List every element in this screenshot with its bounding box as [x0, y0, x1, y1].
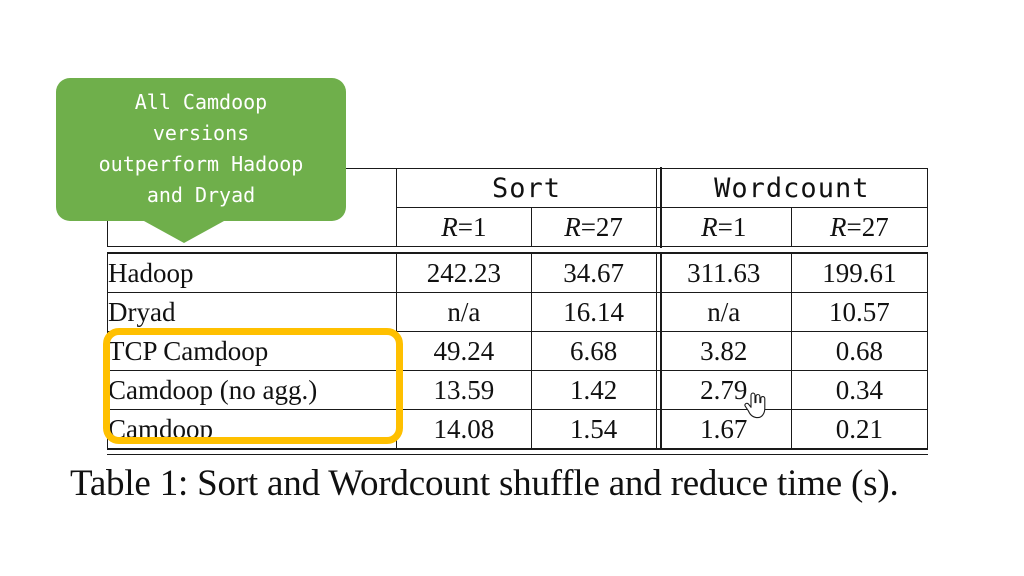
callout-text: All Camdoop versions outperform Hadoop a…: [98, 90, 304, 207]
cell-hadoop-sort-r27: 34.67: [530, 252, 663, 295]
cell-hadoop-sort-r1: 242.23: [396, 253, 532, 293]
results-table: Sort Wordcount R=1 R=27 R=1 R=27 Hadoop …: [106, 167, 929, 451]
subheader-symbol: R: [830, 211, 847, 242]
cell-camdoop-sort-r1: 14.08: [396, 409, 532, 449]
table-row: Hadoop 242.23 34.67 311.63 199.61: [106, 252, 929, 295]
subheader-wordcount-r27: R=27: [790, 207, 929, 247]
subheader-value: =27: [846, 211, 889, 242]
cell-dryad-wordcount-r27: 10.57: [790, 292, 929, 332]
subheader-value: =1: [457, 211, 487, 242]
table-body: Sort Wordcount R=1 R=27 R=1 R=27 Hadoop …: [106, 167, 929, 451]
cell-camdoop-no-agg-sort-r27: 1.42: [530, 369, 663, 412]
cell-hadoop-wordcount-r27: 199.61: [790, 253, 929, 293]
subheader-value: =27: [580, 211, 623, 242]
cell-camdoop-no-agg-wordcount-r1: 2.79: [655, 370, 792, 410]
cell-tcp-camdoop-wordcount-r1: 3.82: [655, 331, 792, 371]
cell-tcp-camdoop-sort-r1: 49.24: [396, 331, 532, 371]
cell-dryad-wordcount-r1: n/a: [655, 292, 792, 332]
table-bottom-rule-thick: [107, 448, 928, 450]
cell-camdoop-wordcount-r1: 1.67: [655, 409, 792, 449]
subheader-wordcount-r1: R=1: [655, 207, 792, 247]
table-caption: Table 1: Sort and Wordcount shuffle and …: [70, 463, 899, 504]
group-header-sort: Sort: [396, 167, 663, 210]
table-subheader-row: R=1 R=27 R=1 R=27: [108, 206, 929, 249]
subheader-sort-r1: R=1: [396, 207, 532, 247]
callout-bubble: All Camdoop versions outperform Hadoop a…: [56, 78, 346, 243]
subheader-value: =1: [717, 211, 747, 242]
cell-camdoop-no-agg-sort-r1: 13.59: [396, 370, 532, 410]
table-row: Camdoop 14.08 1.54 1.67 0.21: [106, 408, 929, 451]
subheader-sort-r27: R=27: [530, 206, 663, 249]
cell-camdoop-sort-r27: 1.54: [530, 408, 663, 451]
row-label-camdoop: Camdoop: [106, 409, 398, 449]
subheader-symbol: R: [441, 211, 458, 242]
cell-tcp-camdoop-sort-r27: 6.68: [530, 330, 663, 373]
cell-camdoop-wordcount-r27: 0.21: [790, 409, 929, 449]
cell-dryad-sort-r27: 16.14: [530, 291, 663, 334]
row-label-hadoop: Hadoop: [106, 253, 398, 293]
cell-tcp-camdoop-wordcount-r27: 0.68: [790, 331, 929, 371]
table-row: TCP Camdoop 49.24 6.68 3.82 0.68: [106, 330, 929, 373]
group-header-wordcount: Wordcount: [655, 168, 929, 208]
row-label-camdoop-no-agg: Camdoop (no agg.): [106, 370, 398, 410]
row-label-tcp-camdoop: TCP Camdoop: [106, 331, 398, 371]
subheader-symbol: R: [564, 211, 581, 242]
results-table-container: Sort Wordcount R=1 R=27 R=1 R=27 Hadoop …: [106, 167, 929, 455]
table-row: Camdoop (no agg.) 13.59 1.42 2.79 0.34: [106, 369, 929, 412]
table-row: Dryad n/a 16.14 n/a 10.57: [106, 291, 929, 334]
subheader-symbol: R: [701, 211, 718, 242]
header-rule: [107, 252, 928, 254]
callout-tail: [144, 221, 224, 243]
cell-hadoop-wordcount-r1: 311.63: [655, 253, 792, 293]
table-bottom-rule-thin: [107, 454, 928, 455]
row-label-dryad: Dryad: [106, 292, 398, 332]
cell-camdoop-no-agg-wordcount-r27: 0.34: [790, 370, 929, 410]
cell-dryad-sort-r1: n/a: [396, 292, 532, 332]
